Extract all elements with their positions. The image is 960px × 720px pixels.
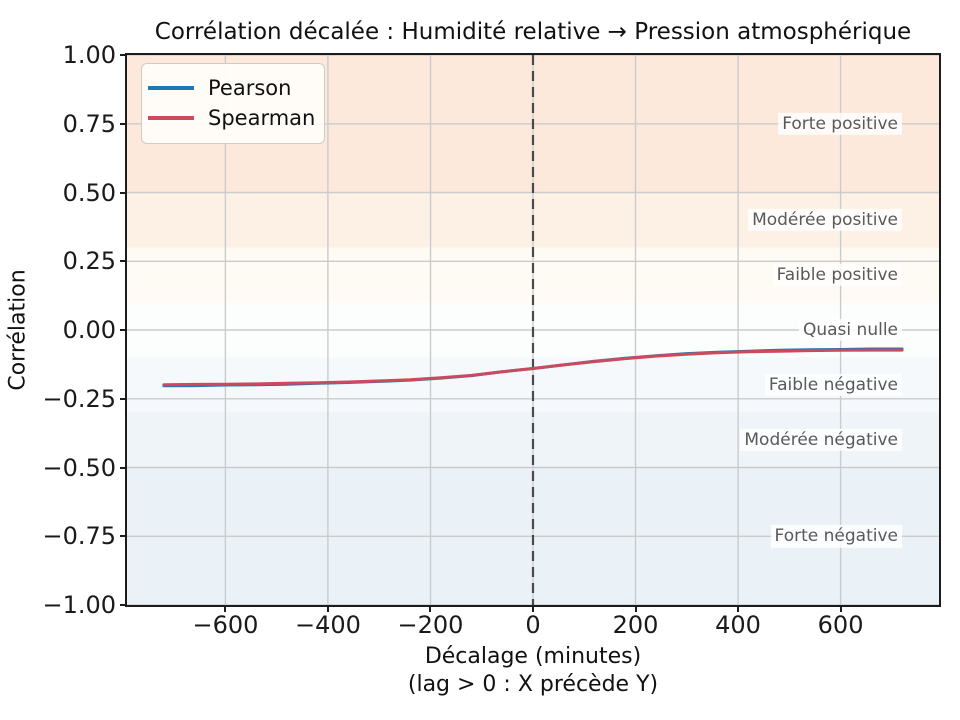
y-tick-label: 0.75 (62, 109, 116, 138)
x-tick-label: 400 (715, 611, 761, 639)
legend-item-pearson: Pearson (148, 73, 312, 103)
band-label: Quasi nulle (798, 318, 902, 342)
x-tick-label: −600 (192, 611, 259, 639)
band-label: Forte positive (778, 112, 902, 135)
y-tick-mark (120, 604, 127, 606)
x-axis-label: Décalage (minutes) (lag > 0 : X précède … (127, 643, 939, 698)
x-tick-mark (532, 605, 534, 612)
x-tick-mark (634, 605, 637, 612)
x-tick-label: 0 (525, 611, 541, 639)
x-tick-label: 600 (817, 611, 864, 639)
x-tick-mark (429, 605, 432, 612)
y-tick-mark (120, 122, 127, 125)
x-tick-label: 200 (612, 611, 659, 639)
y-tick-label: −0.25 (42, 384, 116, 413)
band-label: Faible négative (764, 373, 902, 397)
y-tick-mark (120, 397, 127, 400)
legend-label-pearson: Pearson (208, 75, 292, 100)
y-tick-label: −0.75 (42, 522, 116, 551)
y-tick-label: 0.00 (62, 316, 116, 344)
band-label: Modérée positive (748, 208, 902, 232)
band-label: Modérée négative (740, 428, 902, 452)
pearson-line-swatch-icon (148, 86, 194, 90)
y-tick-mark (120, 260, 127, 263)
band-label: Faible positive (772, 263, 902, 287)
plot-area: Forte positive Modérée positive Faible pos… (125, 53, 941, 607)
y-tick-mark (120, 535, 127, 538)
y-tick-label: 0.50 (62, 178, 116, 207)
x-tick-mark (224, 605, 227, 612)
y-tick-label: 1.00 (62, 41, 116, 69)
x-tick-label: −200 (397, 611, 464, 639)
y-tick-label: −0.50 (42, 453, 116, 482)
legend-item-spearman: Spearman (148, 103, 316, 133)
x-axis-label-main: Décalage (minutes) (424, 644, 642, 669)
x-tick-mark (737, 605, 740, 612)
chart-title: Corrélation décalée : Humidité relative … (154, 19, 912, 45)
x-tick-mark (839, 605, 842, 612)
legend-label-spearman: Spearman (208, 105, 316, 130)
x-tick-mark (326, 605, 329, 612)
y-tick-mark (120, 54, 127, 56)
y-axis-label: Corrélation (5, 269, 31, 391)
legend: Pearson Spearman (141, 63, 325, 144)
y-tick-label: −1.00 (42, 591, 116, 619)
y-tick-mark (120, 466, 127, 469)
spearman-curve (162, 348, 904, 387)
spearman-line-swatch-icon (148, 116, 194, 120)
y-tick-mark (120, 191, 127, 194)
band-label: Forte négative (770, 525, 902, 548)
y-tick-label: 0.25 (62, 247, 116, 276)
x-tick-label: −400 (294, 611, 361, 639)
x-axis-label-sub: (lag > 0 : X précède Y) (407, 671, 659, 697)
y-tick-mark (120, 329, 127, 331)
